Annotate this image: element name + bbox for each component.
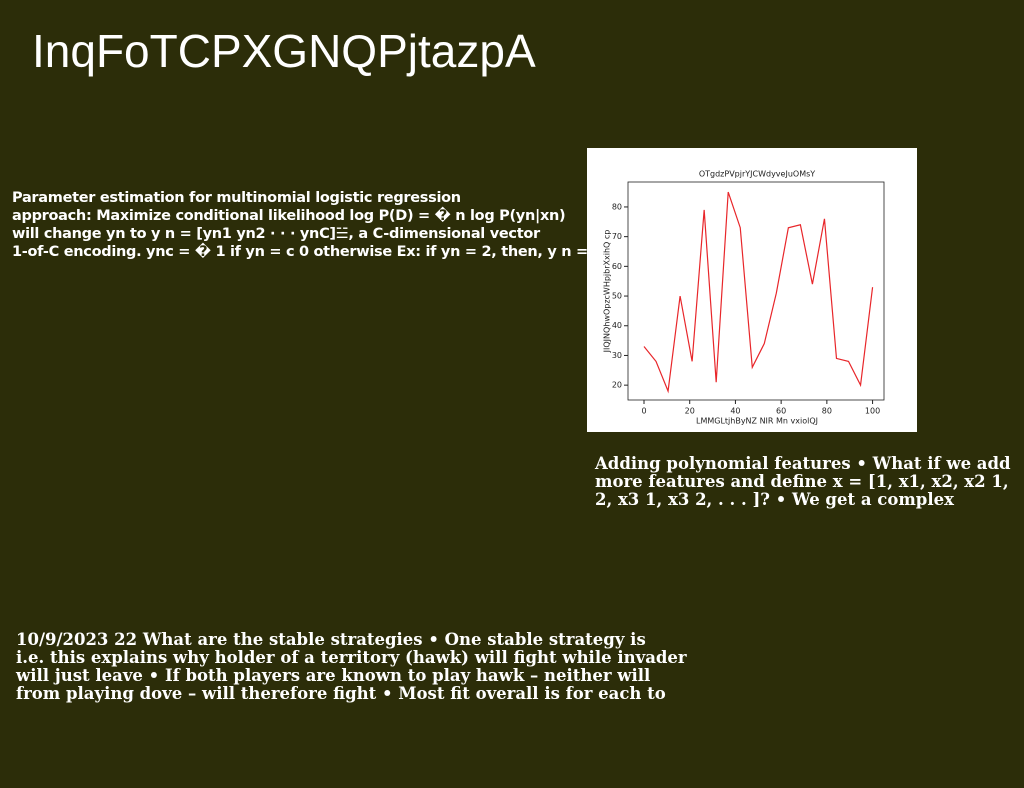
text-line: more features and define x = [1, x1, x2,… bbox=[595, 472, 1009, 491]
y-tick-label: 30 bbox=[612, 351, 622, 360]
text-line: will just leave • If both players are kn… bbox=[16, 666, 651, 685]
x-tick-label: 20 bbox=[685, 407, 695, 416]
text-line: 1-of-C encoding. ync = � 1 if yn = c 0 o… bbox=[12, 244, 588, 260]
x-tick-label: 0 bbox=[641, 407, 646, 416]
chart-title: OTgdzPVpjrYJCWdyveJuOMsY bbox=[699, 170, 815, 179]
text-block: 10/9/2023 22 What are the stable strateg… bbox=[16, 630, 687, 703]
text-block: Parameter estimation for multinomial log… bbox=[12, 190, 588, 262]
text-line: will change yn to y n = [yn1 yn2 · · · y… bbox=[12, 226, 540, 242]
chart-background bbox=[587, 148, 917, 432]
chart: OTgdzPVpjrYJCWdyveJuOMsY LMMGLtjhByNZ NI… bbox=[587, 148, 917, 432]
y-tick-label: 50 bbox=[612, 292, 622, 301]
x-tick-label: 60 bbox=[776, 407, 786, 416]
x-tick-label: 40 bbox=[730, 407, 740, 416]
y-axis-label: JIQJNQhwOpzcWHpjbrXxihQ cp bbox=[603, 230, 612, 354]
y-tick-label: 60 bbox=[612, 262, 622, 271]
x-tick-label: 100 bbox=[865, 407, 880, 416]
y-tick-label: 40 bbox=[612, 321, 622, 330]
y-tick-label: 70 bbox=[612, 232, 622, 241]
slide-title: InqFoTCPXGNQPjtazpA bbox=[32, 25, 536, 77]
text-line: from playing dove – will therefore fight… bbox=[16, 684, 666, 703]
text-block: Adding polynomial features • What if we … bbox=[595, 454, 1011, 509]
text-line: Adding polynomial features • What if we … bbox=[595, 454, 1011, 473]
line bbox=[643, 191, 874, 394]
y-tick-label: 20 bbox=[612, 381, 622, 390]
text-line: 10/9/2023 22 What are the stable strateg… bbox=[16, 630, 646, 649]
plot-frame bbox=[627, 181, 885, 401]
text-line: Parameter estimation for multinomial log… bbox=[12, 190, 461, 206]
x-axis-label: LMMGLtjhByNZ NIR Mn vxiolQJ bbox=[696, 417, 818, 426]
y-tick-label: 80 bbox=[612, 202, 622, 211]
text-line: 2, x3 1, x3 2, . . . ]? • We get a compl… bbox=[595, 490, 954, 509]
text-line: approach: Maximize conditional likelihoo… bbox=[12, 208, 566, 224]
text-line: i.e. this explains why holder of a terri… bbox=[16, 648, 687, 667]
x-tick-label: 80 bbox=[822, 407, 832, 416]
